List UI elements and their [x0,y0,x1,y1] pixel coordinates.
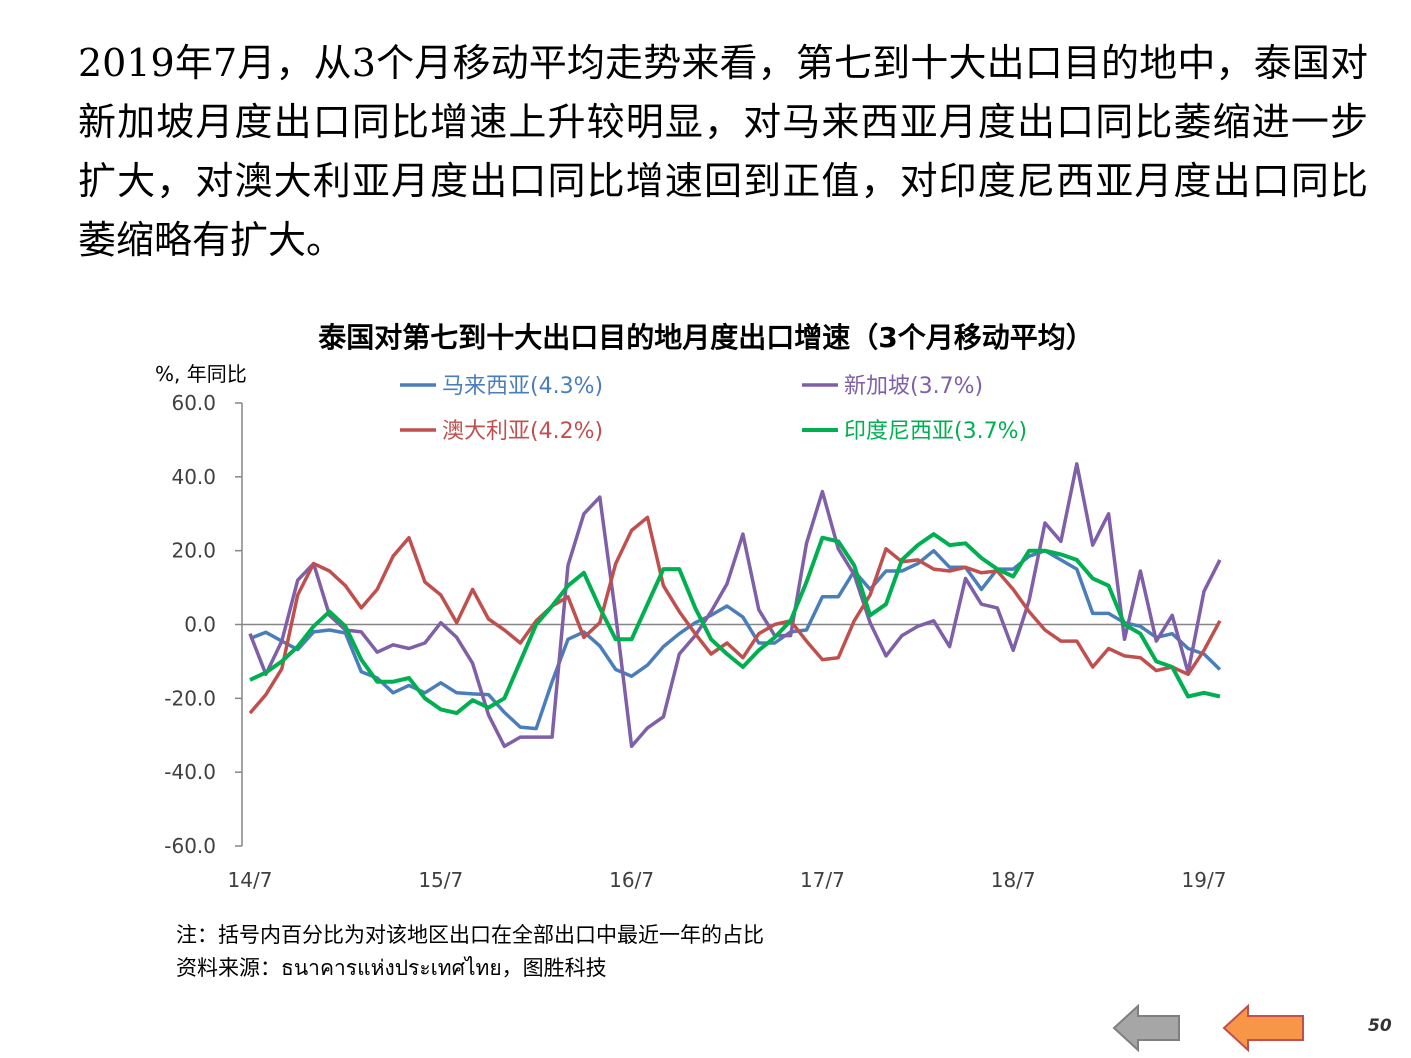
back-arrow-icon [1112,1004,1180,1052]
y-tick-label: -60.0 [164,834,216,858]
next-arrow-button[interactable] [1222,1004,1306,1052]
chart-legend: 马来西亚(4.3%) 新加坡(3.7%) 澳大利亚(4.2%) 印度尼西亚(3.7%) [400,374,1027,444]
x-tick-label: 16/7 [609,868,654,892]
legend-label: 印度尼西亚(3.7%) [844,419,1027,444]
y-tick-label: 0.0 [184,613,216,637]
y-tick-label: 60.0 [171,391,216,415]
series-layer [248,462,1222,749]
x-tick-label: 18/7 [991,868,1036,892]
x-tick-label: 19/7 [1182,868,1227,892]
y-axis-label: %, 年同比 [155,362,247,386]
x-tick-label: 17/7 [800,868,845,892]
legend-label: 马来西亚(4.3%) [442,374,603,399]
series-line-1 [249,548,1222,731]
y-tick-label: -40.0 [164,760,216,784]
next-arrow-icon [1222,1004,1304,1052]
back-arrow-button[interactable] [1112,1004,1182,1052]
y-tick-label: -20.0 [164,686,216,710]
legend-label: 澳大利亚(4.2%) [442,419,603,444]
chart-title: 泰国对第七到十大出口目的地月度出口增速（3个月移动平均） [318,321,1094,354]
y-tick-label: 40.0 [171,465,216,489]
data-source: 资料来源：ธนาคารแห่งประเทศไทย，图胜科技 [176,956,607,980]
x-tick-label: 15/7 [418,868,463,892]
series-line-4 [249,532,1221,716]
intro-paragraph: 2019年7月，从3个月移动平均走势来看，第七到十大出口目的地中，泰国对新加坡月… [78,41,1368,262]
series-line-2 [248,462,1222,749]
chart-note: 注：括号内百分比为对该地区出口在全部出口中最近一年的占比 [176,923,764,947]
x-tick-label: 14/7 [228,868,273,892]
series-line-3 [248,515,1222,715]
y-tick-label: 20.0 [171,539,216,563]
line-chart: 泰国对第七到十大出口目的地月度出口增速（3个月移动平均） %, 年同比 马来西亚… [155,321,1226,892]
page-number: 50 [1368,1016,1392,1036]
legend-label: 新加坡(3.7%) [844,374,983,399]
chart-axes: 60.0 40.0 20.0 0.0 -20.0 -40.0 -60.0 14/7 15/7 16… [164,391,1226,892]
